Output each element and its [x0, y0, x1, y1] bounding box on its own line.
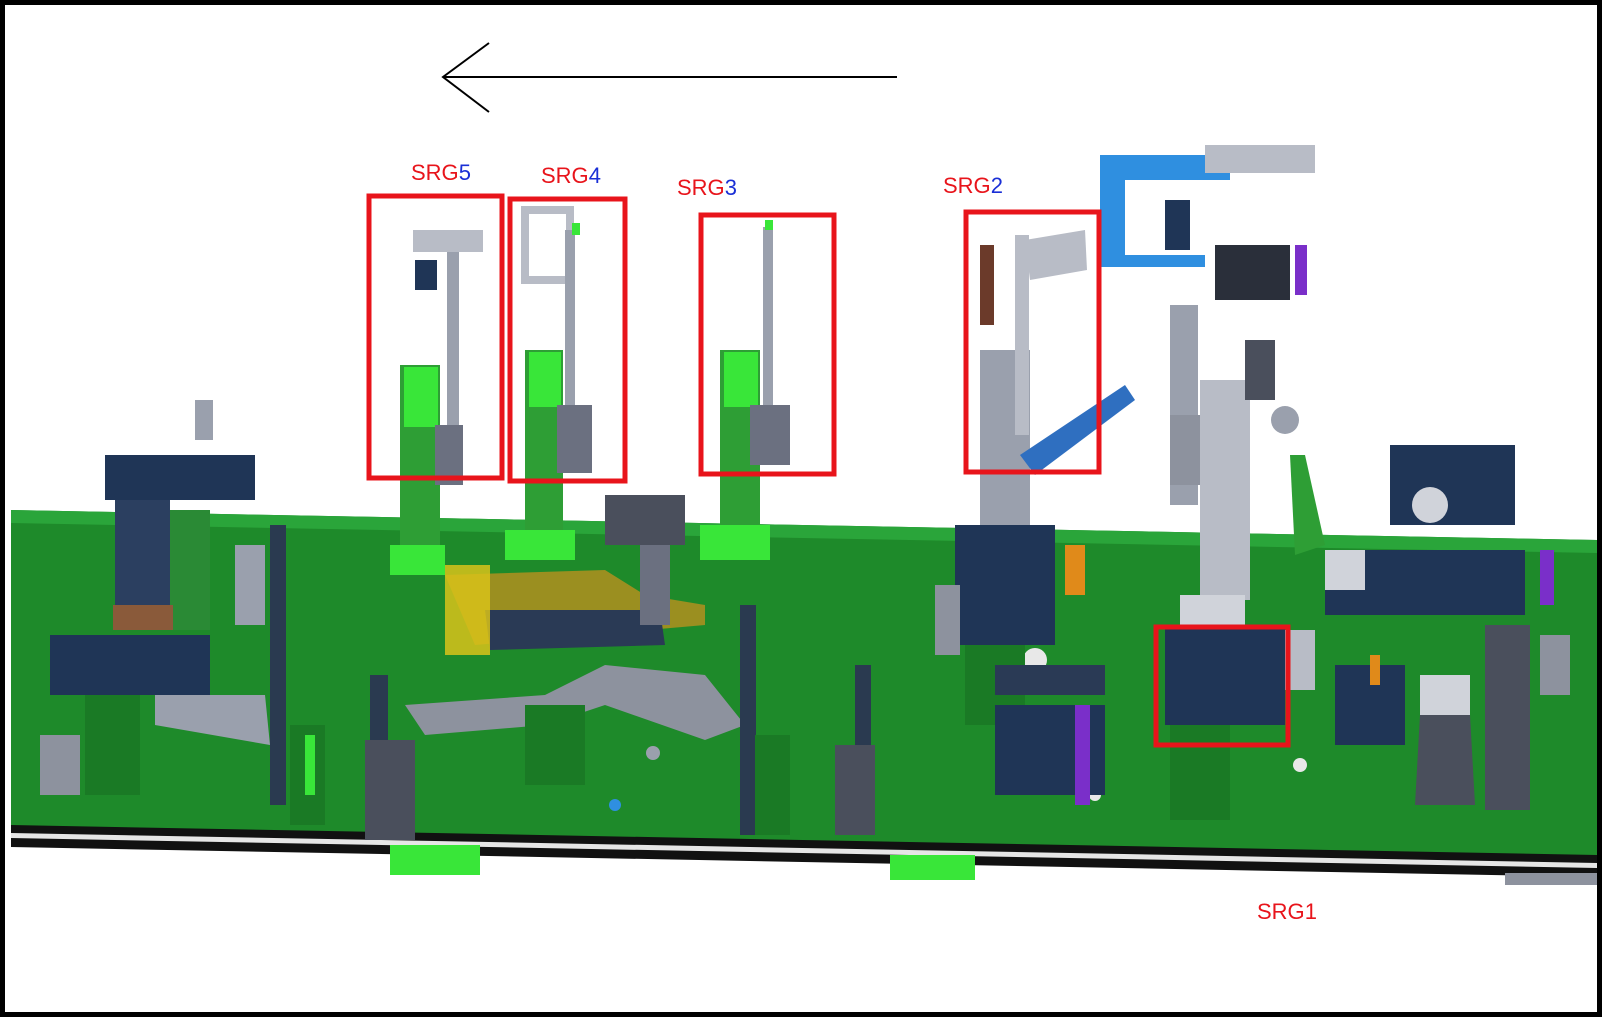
- label-srg4-number: 4: [589, 163, 601, 188]
- label-srg4: SRG4: [541, 165, 601, 187]
- label-srg5-prefix: SRG: [411, 160, 459, 185]
- label-srg2-prefix: SRG: [943, 173, 991, 198]
- label-srg5-number: 5: [459, 160, 471, 185]
- label-srg2-number: 2: [991, 173, 1003, 198]
- srg4-clamp-unit: [505, 210, 592, 560]
- srg3-clamp-unit: [700, 220, 790, 560]
- label-srg3-number: 3: [725, 175, 737, 200]
- label-srg5: SRG5: [411, 162, 471, 184]
- label-srg4-prefix: SRG: [541, 163, 589, 188]
- label-srg1-number: 1: [1305, 899, 1317, 924]
- flow-direction-arrow: [443, 43, 897, 112]
- label-srg1: SRG1: [1257, 901, 1317, 923]
- label-srg3-prefix: SRG: [677, 175, 725, 200]
- fixture-drawing: [5, 5, 1602, 1017]
- label-srg1-prefix: SRG: [1257, 899, 1305, 924]
- label-srg2: SRG2: [943, 175, 1003, 197]
- label-srg3: SRG3: [677, 177, 737, 199]
